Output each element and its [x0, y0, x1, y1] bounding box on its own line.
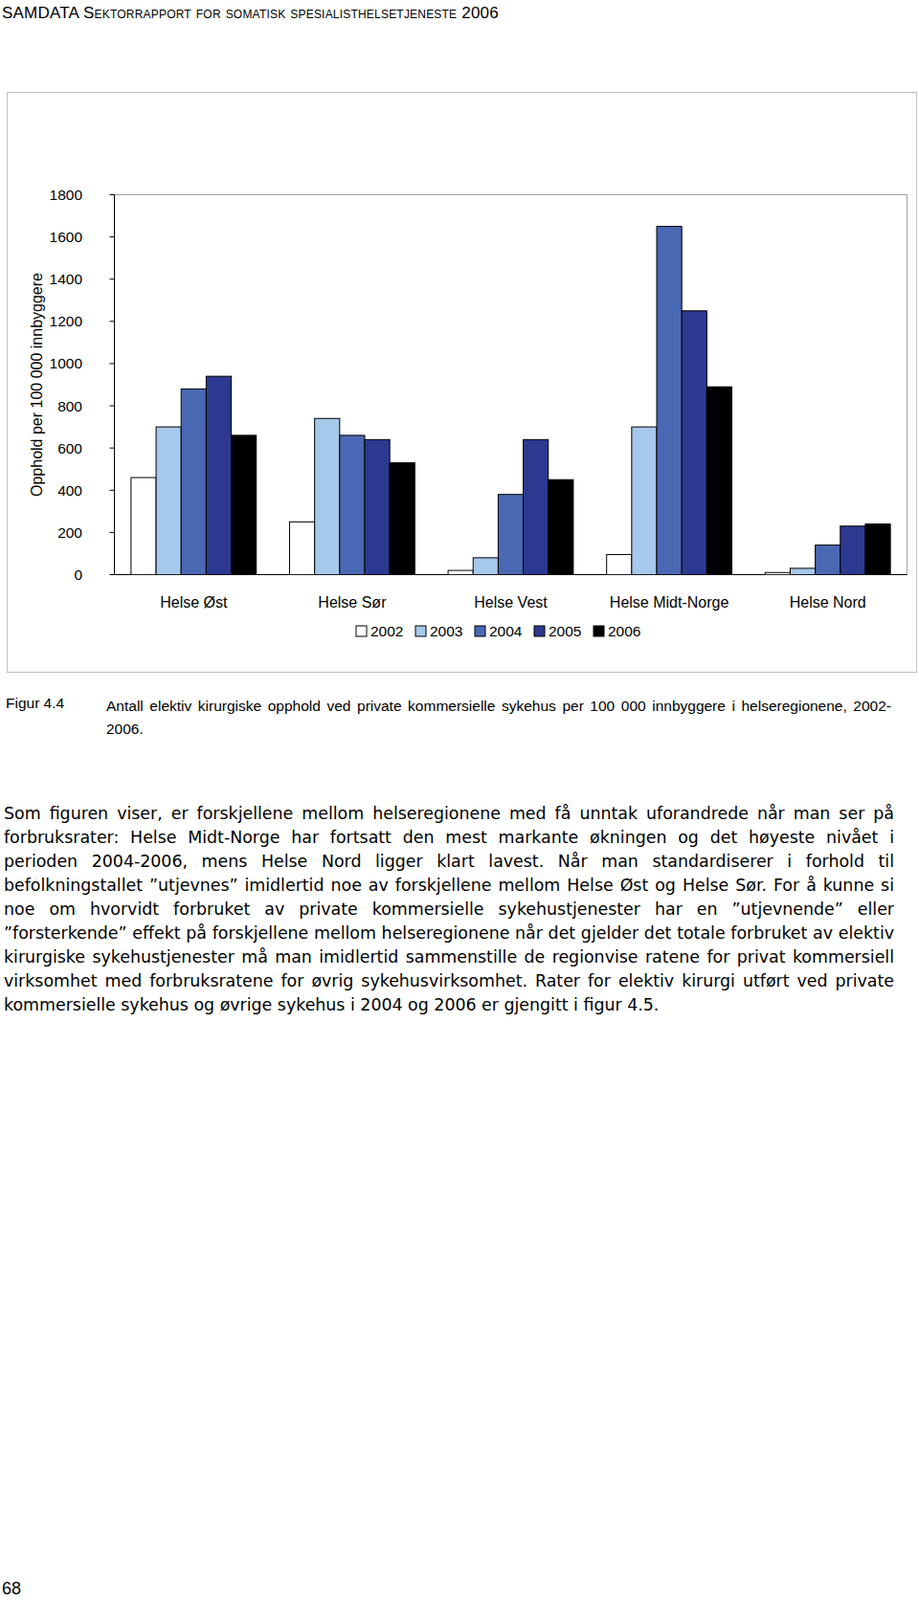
legend-label: 2002 — [370, 623, 404, 640]
y-tick — [110, 448, 115, 449]
bar — [339, 435, 365, 576]
caption-label: Figur 4.4 — [5, 694, 65, 713]
bar — [180, 388, 206, 575]
bar — [314, 418, 340, 575]
page-number: 68 — [1, 1579, 22, 1600]
x-tick-label: Helse Midt-Norge — [609, 594, 730, 611]
legend: 2002 2003 2004 2005 2006 — [356, 623, 641, 640]
y-tick — [110, 405, 115, 407]
y-tick-label: 800 — [57, 398, 83, 415]
chart-frame — [7, 92, 918, 673]
y-tick — [110, 320, 115, 322]
bar — [448, 570, 473, 575]
bar — [472, 558, 498, 576]
y-tick — [110, 574, 115, 576]
chart: 0 200 400 600 800 1000 1200 1400 1600 1800 Opphold… — [0, 0, 919, 680]
bar — [789, 568, 815, 576]
page-header: SAMDATA Sektorrapport for somatisk spesi… — [1, 3, 499, 23]
bar — [523, 439, 549, 575]
bar — [156, 426, 181, 575]
y-tick — [110, 490, 115, 492]
legend-label: 2004 — [489, 623, 523, 640]
bar — [231, 435, 257, 576]
y-tick-label: 1600 — [49, 228, 84, 246]
legend-swatch — [356, 626, 367, 637]
y-tick — [110, 278, 115, 280]
y-tick-label: 1000 — [49, 355, 84, 372]
bar — [815, 545, 841, 576]
y-tick-label: 400 — [57, 482, 83, 499]
y-tick-label: 600 — [57, 440, 83, 457]
bar — [289, 521, 314, 575]
bar — [497, 494, 523, 576]
bar — [205, 376, 231, 575]
bar — [865, 524, 891, 576]
bar — [606, 555, 632, 576]
legend-swatch — [415, 626, 426, 637]
y-tick-label: 1400 — [49, 270, 84, 288]
bar — [548, 479, 574, 575]
bar — [389, 463, 415, 576]
body-text: Som figuren viser, er forskjellene mello… — [3, 802, 895, 1018]
legend-swatch — [474, 626, 486, 637]
y-tick-label: 0 — [73, 566, 83, 583]
x-tick-label: Helse Vest — [473, 594, 548, 611]
y-tick — [110, 532, 115, 534]
x-tick-label: Helse Sør — [317, 594, 387, 611]
y-tick — [110, 194, 115, 196]
bar — [131, 477, 157, 575]
legend-swatch — [593, 626, 605, 637]
y-tick-label: 1200 — [49, 313, 84, 330]
y-axis-title: Opphold per 100 000 innbyggere — [28, 272, 45, 497]
legend-label: 2006 — [607, 623, 641, 640]
y-tick-label: 200 — [57, 524, 83, 541]
plot-frame — [114, 195, 908, 576]
bar — [656, 226, 682, 576]
legend-label: 2005 — [548, 623, 582, 640]
y-tick — [110, 236, 115, 238]
bar — [681, 311, 707, 576]
x-tick-label: Helse Nord — [789, 594, 867, 611]
bar — [706, 386, 732, 575]
legend-swatch — [534, 626, 545, 637]
caption-text: Antall elektiv kirurgiske opphold ved pr… — [106, 694, 892, 741]
bar — [764, 572, 790, 575]
legend-label: 2003 — [429, 623, 463, 640]
x-tick-label: Helse Øst — [159, 594, 228, 611]
bar — [364, 439, 390, 575]
y-tick-label: 1800 — [49, 186, 84, 203]
bar — [631, 426, 657, 575]
y-tick — [110, 362, 115, 364]
bar — [840, 526, 866, 576]
bars — [131, 226, 891, 576]
y-axis — [113, 195, 115, 576]
